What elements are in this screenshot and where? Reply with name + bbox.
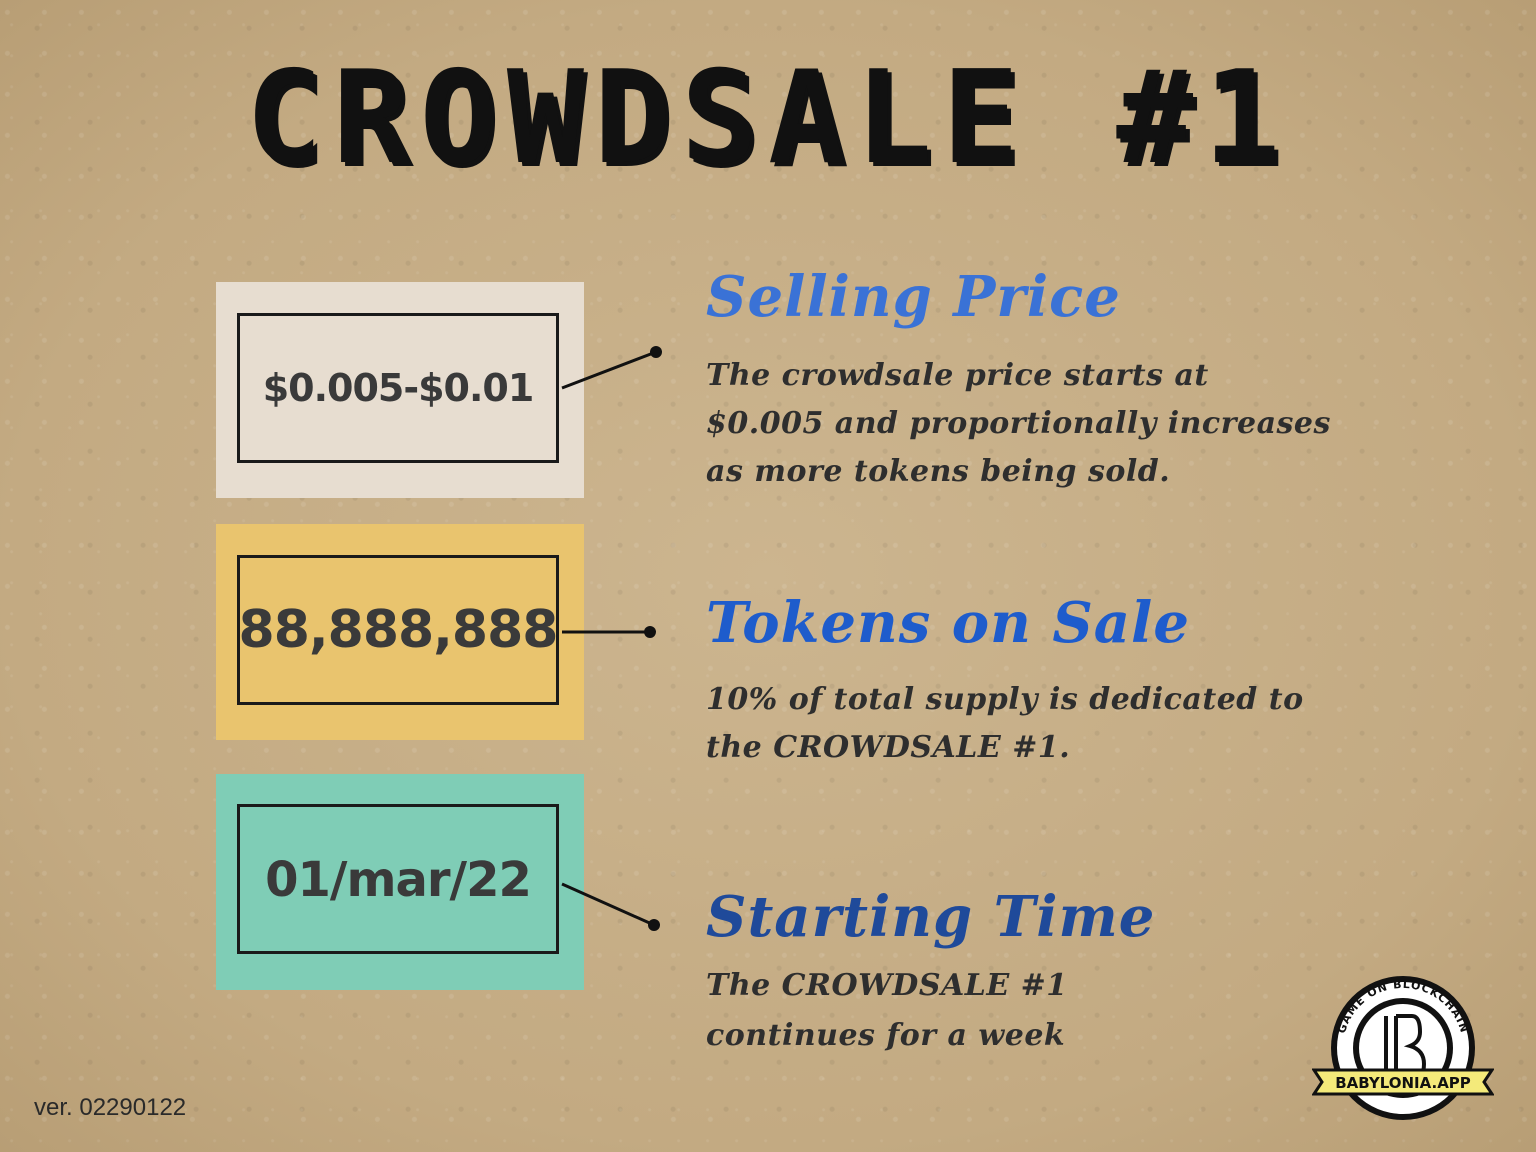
page-title: CROWDSALE #1: [245, 44, 1291, 193]
babylonia-logo: GAME ON BLOCKCHAIN BABYLONIA.APP: [1312, 976, 1494, 1120]
desc-line: 10% of total supply is dedicated to: [706, 682, 1304, 717]
version-label: ver. 02290122: [34, 1094, 187, 1121]
desc-line: The CROWDSALE #1: [706, 968, 1068, 1003]
desc-line: as more tokens being sold.: [706, 454, 1171, 489]
price-card: $0.005-$0.01: [216, 282, 584, 498]
desc-line: continues for a week: [706, 1018, 1066, 1053]
desc-line: The crowdsale price starts at: [706, 358, 1209, 393]
tokens-value: 88,888,888: [237, 555, 559, 705]
connector-price-dot: [650, 346, 662, 358]
desc-line: $0.005 and proportionally increases: [706, 406, 1331, 441]
selling-price-description: The crowdsale price starts at $0.005 and…: [706, 352, 1446, 496]
price-value: $0.005-$0.01: [237, 313, 559, 463]
logo-banner-text: BABYLONIA.APP: [1335, 1074, 1471, 1092]
desc-line: the CROWDSALE #1.: [706, 730, 1071, 765]
date-card: 01/mar/22: [216, 774, 584, 990]
selling-price-heading: Selling Price: [706, 264, 1121, 330]
starting-time-description: The CROWDSALE #1 continues for a week: [706, 961, 1446, 1061]
tokens-on-sale-description: 10% of total supply is dedicated to the …: [706, 676, 1446, 772]
tokens-card: 88,888,888: [216, 524, 584, 740]
connector-tokens-dot: [644, 626, 656, 638]
starting-time-heading: Starting Time: [706, 884, 1156, 950]
tokens-on-sale-heading: Tokens on Sale: [706, 590, 1190, 656]
date-value: 01/mar/22: [237, 804, 559, 954]
connector-date-dot: [648, 919, 660, 931]
